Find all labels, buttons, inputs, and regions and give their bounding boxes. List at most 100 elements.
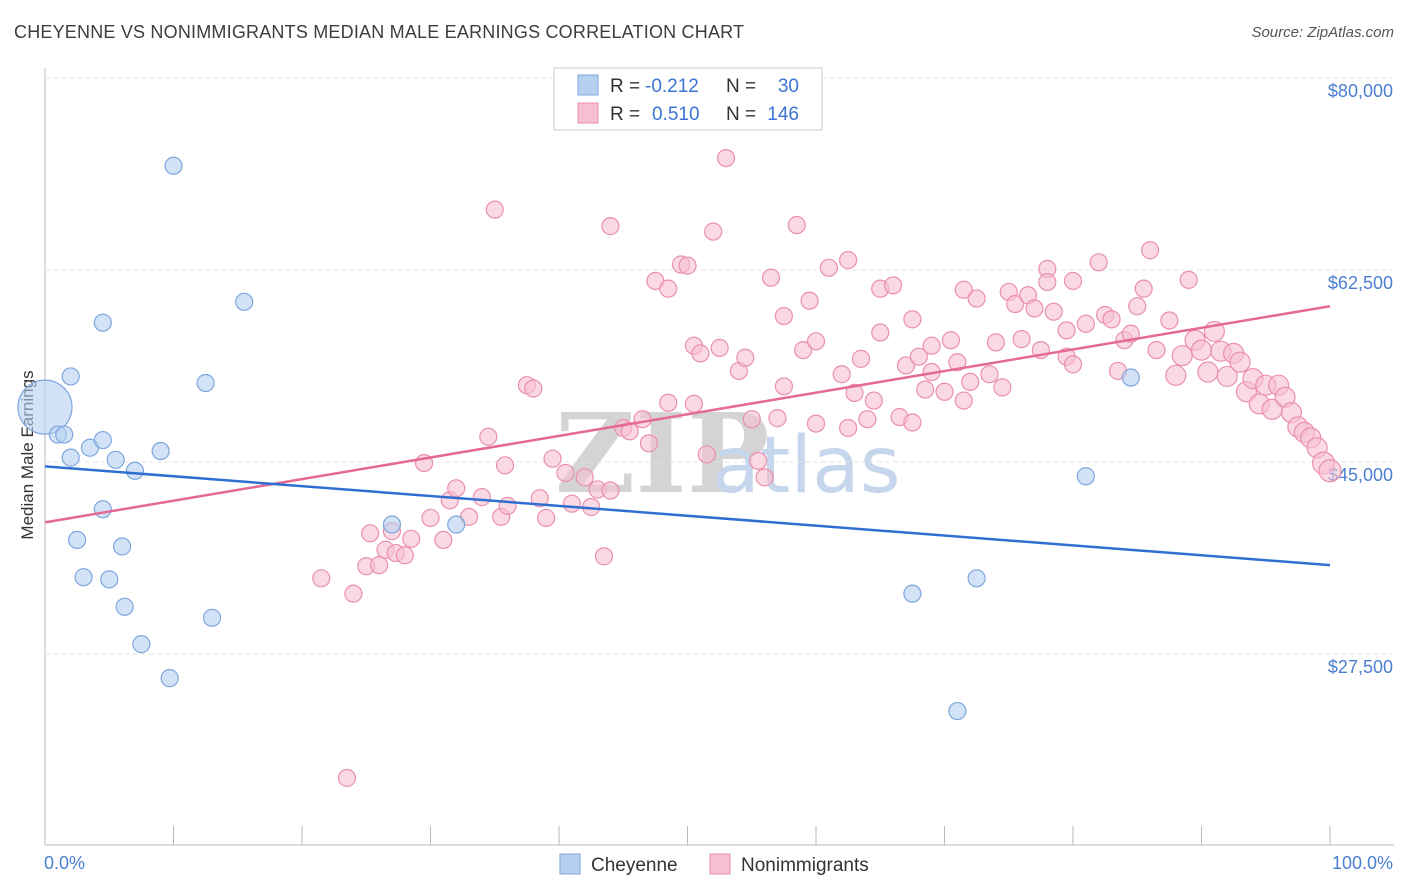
- nonimmigrants-point: [684, 394, 704, 413]
- nonimmigrants-point: [883, 276, 903, 295]
- cheyenne-point: [132, 635, 151, 654]
- nonimmigrants-point: [704, 222, 723, 241]
- nonimmigrants-point: [434, 530, 453, 549]
- bottom-legend-swatch-nonimmigrants: [709, 853, 731, 875]
- nonimmigrants-point: [530, 489, 549, 508]
- chart-title: CHEYENNE VS NONIMMIGRANTS MEDIAN MALE EA…: [14, 22, 745, 42]
- cheyenne-point: [17, 379, 73, 435]
- nonimmigrants-point: [839, 251, 858, 270]
- nonimmigrants-point: [543, 449, 562, 468]
- nonimmigrants-point: [601, 217, 620, 236]
- nonimmigrants-point: [787, 215, 806, 235]
- nonimmigrants-point: [922, 336, 941, 355]
- nonimmigrants-point: [774, 306, 793, 326]
- legend-r-label-nonimmigrants: R =: [610, 104, 640, 125]
- nonimmigrants-points: [312, 148, 1342, 788]
- cheyenne-point: [74, 568, 93, 587]
- nonimmigrants-point: [395, 546, 414, 565]
- nonimmigrants-point: [993, 378, 1012, 397]
- nonimmigrants-point: [710, 338, 729, 357]
- nonimmigrants-point: [1179, 270, 1198, 289]
- cheyenne-point: [164, 156, 183, 175]
- correlation-legend: R = -0.212 N = 30 R = 0.510 N = 146: [553, 67, 823, 131]
- nonimmigrants-point: [1318, 459, 1342, 483]
- nonimmigrants-point: [800, 291, 819, 310]
- nonimmigrants-point: [903, 310, 922, 329]
- nonimmigrants-point: [954, 391, 973, 410]
- nonimmigrants-point: [1089, 253, 1108, 272]
- cheyenne-point: [93, 430, 112, 450]
- cheyenne-point: [68, 530, 87, 549]
- nonimmigrants-point: [1102, 310, 1121, 329]
- bottom-legend-cheyenne: Cheyenne: [591, 855, 678, 876]
- x-tick-label-max: 100.0%: [1332, 853, 1393, 873]
- nonimmigrants-point: [736, 348, 755, 367]
- nonimmigrants-point: [819, 258, 838, 277]
- nonimmigrants-point: [832, 365, 851, 384]
- nonimmigrants-point: [1038, 272, 1057, 292]
- nonimmigrants-point: [845, 383, 864, 402]
- cheyenne-point: [100, 570, 119, 589]
- nonimmigrants-point: [691, 344, 710, 363]
- nonimmigrants-point: [768, 409, 787, 428]
- nonimmigrants-point: [980, 365, 999, 384]
- nonimmigrants-point: [678, 256, 697, 275]
- cheyenne-point: [202, 608, 222, 627]
- nonimmigrants-point: [1190, 339, 1213, 361]
- nonimmigrants-point: [495, 456, 515, 475]
- cheyenne-points: [17, 156, 1140, 721]
- cheyenne-point: [112, 537, 132, 556]
- nonimmigrants-point: [871, 323, 890, 342]
- watermark-atlas: atlas: [712, 421, 901, 511]
- nonimmigrants-point: [402, 529, 421, 548]
- legend-n-value-cheyenne: 30: [778, 76, 799, 97]
- cheyenne-point: [93, 313, 112, 332]
- nonimmigrants-point: [344, 584, 363, 603]
- nonimmigrants-point: [556, 463, 575, 483]
- cheyenne-point: [382, 515, 402, 534]
- cheyenne-point: [948, 701, 967, 721]
- legend-r-label-cheyenne: R =: [610, 76, 640, 97]
- nonimmigrants-point: [370, 556, 389, 575]
- nonimmigrants-point: [1044, 302, 1063, 321]
- legend-r-value-cheyenne: -0.212: [645, 76, 699, 97]
- cheyenne-point: [93, 500, 112, 519]
- nonimmigrants-point: [697, 445, 716, 464]
- nonimmigrants-point: [761, 268, 781, 287]
- cheyenne-point: [115, 597, 134, 616]
- nonimmigrants-point: [858, 410, 877, 429]
- cheyenne-point: [106, 450, 125, 469]
- cheyenne-point: [1121, 368, 1140, 387]
- cheyenne-trend-line: [44, 465, 1331, 567]
- nonimmigrants-point: [909, 347, 928, 366]
- nonimmigrants-point: [716, 148, 736, 168]
- legend-n-label-nonimmigrants: N =: [726, 104, 756, 125]
- legend-swatch-cheyenne: [577, 74, 599, 96]
- nonimmigrants-point: [575, 468, 594, 487]
- nonimmigrants-point: [562, 494, 581, 513]
- nonimmigrants-point: [1134, 279, 1153, 298]
- nonimmigrants-point: [337, 768, 357, 788]
- nonimmigrants-point: [941, 331, 961, 350]
- x-tick-label-min: 0.0%: [44, 853, 85, 873]
- nonimmigrants-point: [806, 414, 826, 433]
- nonimmigrants-trend-line: [44, 304, 1331, 524]
- nonimmigrants-point: [794, 340, 813, 360]
- nonimmigrants-point: [1128, 297, 1147, 316]
- nonimmigrants-point: [851, 349, 871, 368]
- nonimmigrants-point: [954, 280, 973, 299]
- cheyenne-point: [160, 669, 179, 688]
- bottom-legend-swatch-cheyenne: [559, 853, 581, 875]
- y-tick-label: $80,000: [1328, 81, 1393, 101]
- legend-swatch-nonimmigrants: [577, 102, 599, 124]
- nonimmigrants-point: [774, 377, 793, 396]
- legend-box: [553, 67, 823, 131]
- cheyenne-point: [447, 515, 466, 534]
- cheyenne-point: [125, 461, 145, 480]
- cheyenne-point: [967, 569, 986, 588]
- nonimmigrants-point: [485, 200, 504, 219]
- nonimmigrants-point: [1006, 294, 1025, 314]
- legend-n-value-nonimmigrants: 146: [767, 104, 799, 125]
- y-tick-labels: $27,500 $45,000 $62,500 $80,000: [1328, 81, 1393, 677]
